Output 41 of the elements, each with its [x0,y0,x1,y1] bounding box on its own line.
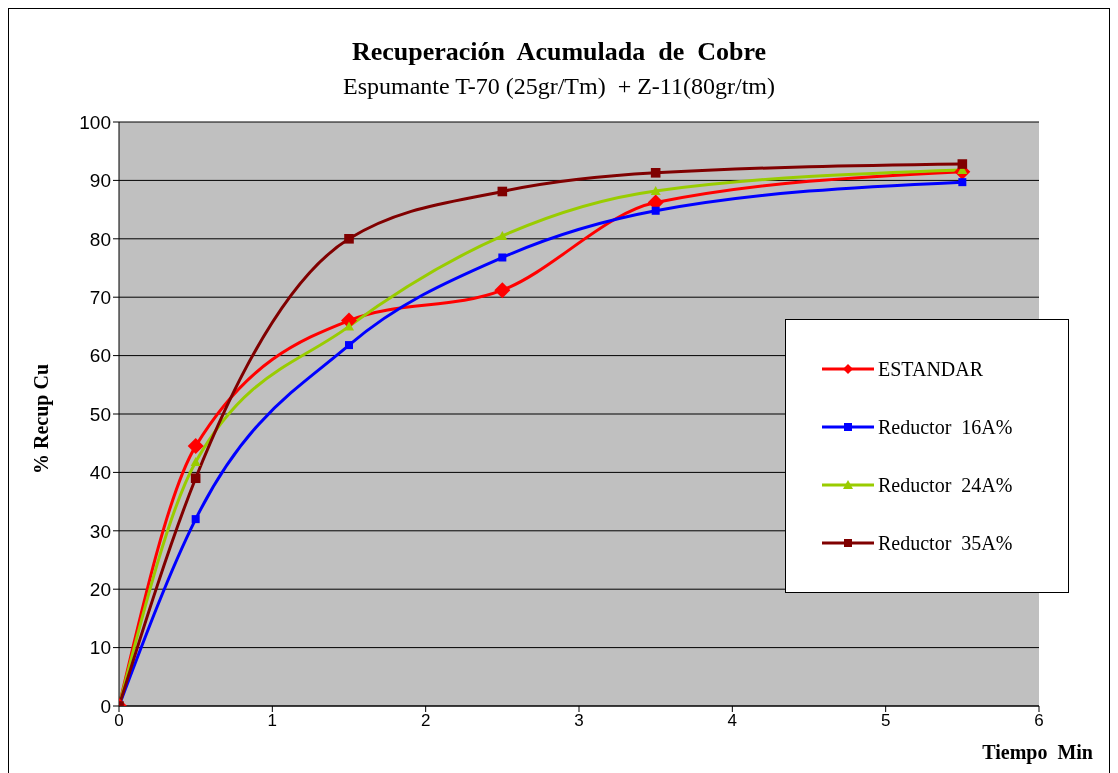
point [345,341,353,350]
y-tick-label: 100 [79,111,111,133]
point [187,438,204,455]
point [497,230,508,240]
point [344,321,354,331]
point [958,178,967,187]
x-axis-title: Tiempo Min [982,741,1093,764]
y-tick-label: 60 [89,345,111,367]
point [650,185,661,195]
x-tick-label: 1 [267,711,278,731]
chart-title: Recuperación Acumulada de Cobre [350,37,768,67]
x-tick-label: 0 [114,711,124,731]
y-tick-label: 50 [89,403,111,425]
y-tick-label: 70 [89,286,111,308]
y-tick-label: 20 [89,578,111,600]
x-tick-label: 5 [880,711,891,731]
legend-label: Reductor 24A% [878,473,1013,497]
y-tick-label: 40 [89,462,111,484]
point [190,456,201,466]
y-tick-label: 0 [100,695,111,717]
point [957,159,968,169]
legend-label: Reductor 35A% [878,531,1013,555]
x-tick-label: 4 [727,711,738,731]
y-tick-label: 10 [89,637,111,659]
y-tick-label: 80 [89,228,111,250]
point [190,473,201,484]
point [650,168,661,178]
x-tick-label: 2 [420,711,431,731]
point [651,206,660,215]
point [494,282,511,299]
x-tick-label: 3 [574,711,584,731]
y-axis-title: % Recup Cu [29,363,53,475]
x-tick-label: 6 [1034,711,1044,731]
legend-label: ESTANDAR [878,357,984,381]
legend-label: Reductor 16A% [878,415,1013,439]
point [498,253,507,262]
point [191,515,200,524]
chart-subtitle: Espumante T-70 (25gr/Tm) + Z-11(80gr/tm) [342,73,776,100]
point [344,234,354,244]
y-tick-label: 90 [89,170,111,192]
y-tick-label: 30 [89,520,111,542]
